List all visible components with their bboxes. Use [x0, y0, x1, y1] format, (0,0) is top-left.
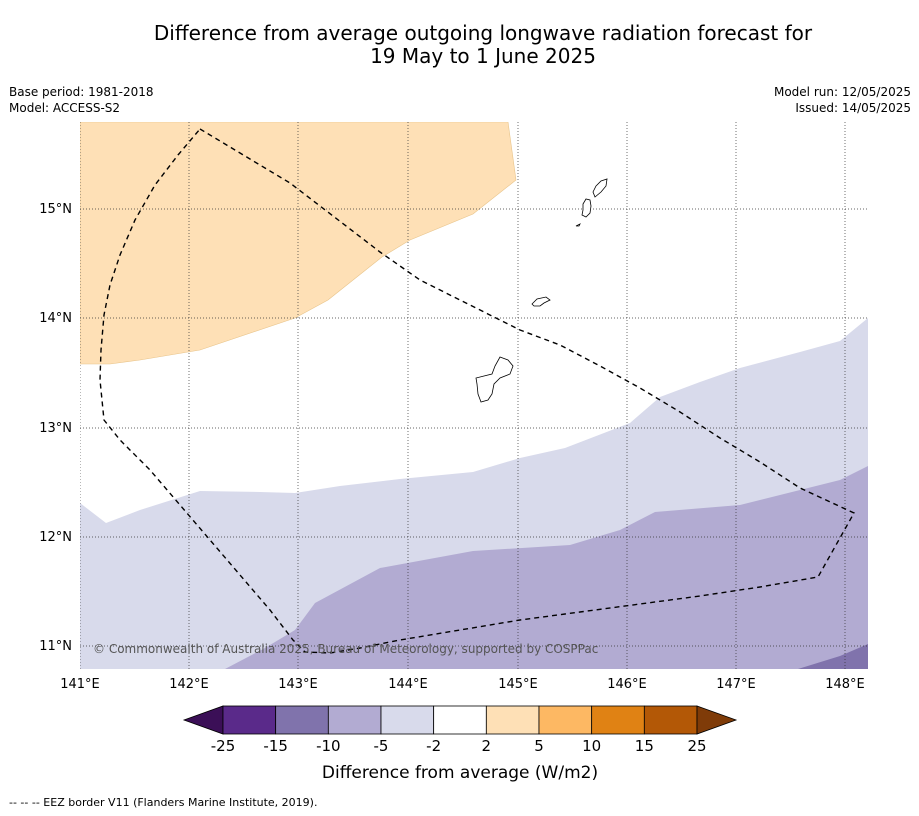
eez-border: [99, 128, 855, 654]
colorbar-cell: [485, 705, 540, 735]
colorbar-tick-label: -2: [426, 737, 441, 755]
colorbar-cell: [433, 705, 487, 735]
lon-tick-label: 143°E: [278, 677, 318, 692]
metadata-left: Base period: 1981-2018 Model: ACCESS-S2: [9, 84, 154, 116]
issued-date: Issued: 14/05/2025: [795, 101, 911, 115]
map-area: © Commonwealth of Australia 2025, Bureau…: [80, 122, 868, 669]
model-name: Model: ACCESS-S2: [9, 101, 121, 115]
islands: [475, 178, 608, 403]
colorbar-tick-label: 5: [534, 737, 544, 755]
lat-tick-label: 14°N: [39, 311, 72, 326]
colorbar-label: Difference from average (W/m2): [322, 763, 598, 783]
lon-tick-label: 145°E: [498, 677, 538, 692]
colorbar-tick-label: -25: [211, 737, 236, 755]
colorbar-cell: [538, 705, 593, 735]
colorbar-extend-left: [182, 705, 224, 735]
lat-tick-label: 12°N: [39, 530, 72, 545]
colorbar-cell: [275, 705, 329, 735]
saipan-island: [592, 178, 608, 198]
anomaly-region-minus15-to-minus10: [798, 644, 868, 669]
title-line-2: 19 May to 1 June 2025: [370, 44, 596, 68]
lon-tick-label: 146°E: [607, 677, 647, 692]
lat-tick-label: 11°N: [39, 639, 72, 654]
colorbar-tick-label: 25: [687, 737, 706, 755]
lat-tick-labels: 15°N 14°N 13°N 12°N 11°N: [39, 202, 72, 654]
colorbar-cell: [380, 705, 435, 735]
lon-tick-labels: 141°E 142°E 143°E 144°E 145°E 146°E 147°…: [60, 677, 865, 692]
rota-island: [531, 296, 551, 307]
lon-tick-label: 141°E: [60, 677, 100, 692]
colorbar-tick-label: -5: [374, 737, 389, 755]
lat-tick-label: 13°N: [39, 421, 72, 436]
colorbar-tick-label: 10: [582, 737, 601, 755]
colorbar: -25 -15 -10 -5 -2 2 5 10 15 25 Difference from av…: [182, 705, 738, 783]
colorbar-tick-label: -15: [263, 737, 288, 755]
colorbar-tick-label: 15: [635, 737, 654, 755]
colorbar-cell: [222, 705, 277, 735]
title-line-1: Difference from average outgoing longwav…: [153, 21, 813, 45]
gridlines: [80, 122, 868, 669]
eez-legend-footer: -- -- -- EEZ border V11 (Flanders Marine…: [9, 796, 318, 809]
colorbar-extend-right: [696, 705, 738, 735]
model-run: Model run: 12/05/2025: [773, 85, 911, 99]
copyright-text: © Commonwealth of Australia 2025, Bureau…: [93, 642, 598, 656]
guam-island: [475, 356, 514, 403]
colorbar-cell: [591, 705, 645, 735]
colorbar-cell: [327, 705, 382, 735]
colorbar-tick-label: -10: [316, 737, 341, 755]
aguijan-island: [575, 223, 581, 227]
metadata-right: Model run: 12/05/2025 Issued: 14/05/2025: [774, 84, 911, 116]
anomaly-region-minus10-to-minus5: [225, 466, 868, 669]
tinian-island: [581, 198, 592, 218]
colorbar-cell: [643, 705, 698, 735]
lat-tick-label: 15°N: [39, 202, 72, 217]
lon-tick-label: 144°E: [388, 677, 428, 692]
lon-tick-label: 147°E: [716, 677, 756, 692]
map-title: Difference from average outgoing longwav…: [0, 22, 919, 68]
base-period: Base period: 1981-2018: [9, 85, 154, 99]
lon-tick-label: 142°E: [169, 677, 209, 692]
colorbar-tick-label: 2: [482, 737, 492, 755]
lon-tick-label: 148°E: [825, 677, 865, 692]
